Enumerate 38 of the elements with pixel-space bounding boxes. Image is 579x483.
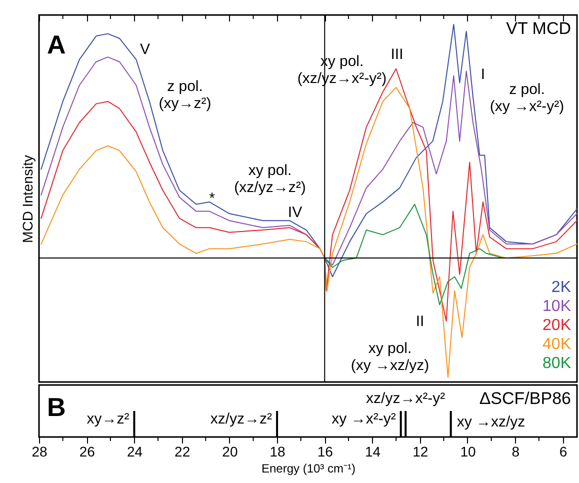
text: 40K — [542, 336, 572, 353]
text: 10K — [542, 298, 572, 315]
x-tick-label: 22 — [174, 444, 190, 460]
x-axis-title: Energy (10³ cm⁻¹) — [261, 462, 356, 476]
annotation: xy pol. (xz/yz→z²) — [234, 162, 306, 196]
x-tick-label: 28 — [32, 444, 48, 460]
annotation: z pol. (xy→z²) — [158, 78, 212, 112]
annotation: IV — [288, 204, 302, 221]
annotation: VT MCD — [506, 19, 571, 38]
annotation: V — [140, 41, 150, 58]
x-tick-label: 20 — [222, 444, 238, 460]
x-tick-label: 26 — [79, 444, 96, 460]
x-tick-label: 8 — [512, 444, 520, 460]
text: xz/yz→x²-y² — [366, 390, 446, 407]
text: 20K — [542, 317, 572, 334]
annotation: I — [480, 66, 486, 83]
annotation: II — [416, 313, 424, 330]
annotation: xy →xz/yz — [456, 413, 526, 430]
y-axis-title: MCD Intensity — [20, 155, 36, 243]
annotation: xy→z² — [86, 410, 130, 428]
annotation: * — [209, 190, 216, 207]
x-tick-label: 12 — [412, 444, 428, 460]
x-tick-label: 10 — [460, 444, 476, 460]
chart-title: B — [47, 392, 66, 422]
annotation: z pol. (xy →x²-y²) — [490, 81, 564, 115]
x-tick-label: 16 — [317, 444, 334, 460]
x-tick-label: 14 — [364, 444, 381, 460]
x-tick-label: 24 — [126, 444, 143, 460]
annotation: xy →x²-y² — [332, 410, 396, 428]
chart-title: A — [47, 30, 66, 60]
text: ΔSCF/BP86 — [479, 389, 571, 408]
annotation: xy pol. (xy →xz/yz) — [350, 340, 430, 374]
annotation: xz/yz→z² — [210, 410, 272, 428]
annotation: III — [390, 46, 404, 63]
text: 80K — [542, 355, 572, 372]
x-tick-label: 6 — [559, 444, 568, 460]
text: 2K — [551, 279, 572, 296]
x-tick-label: 18 — [270, 444, 286, 460]
